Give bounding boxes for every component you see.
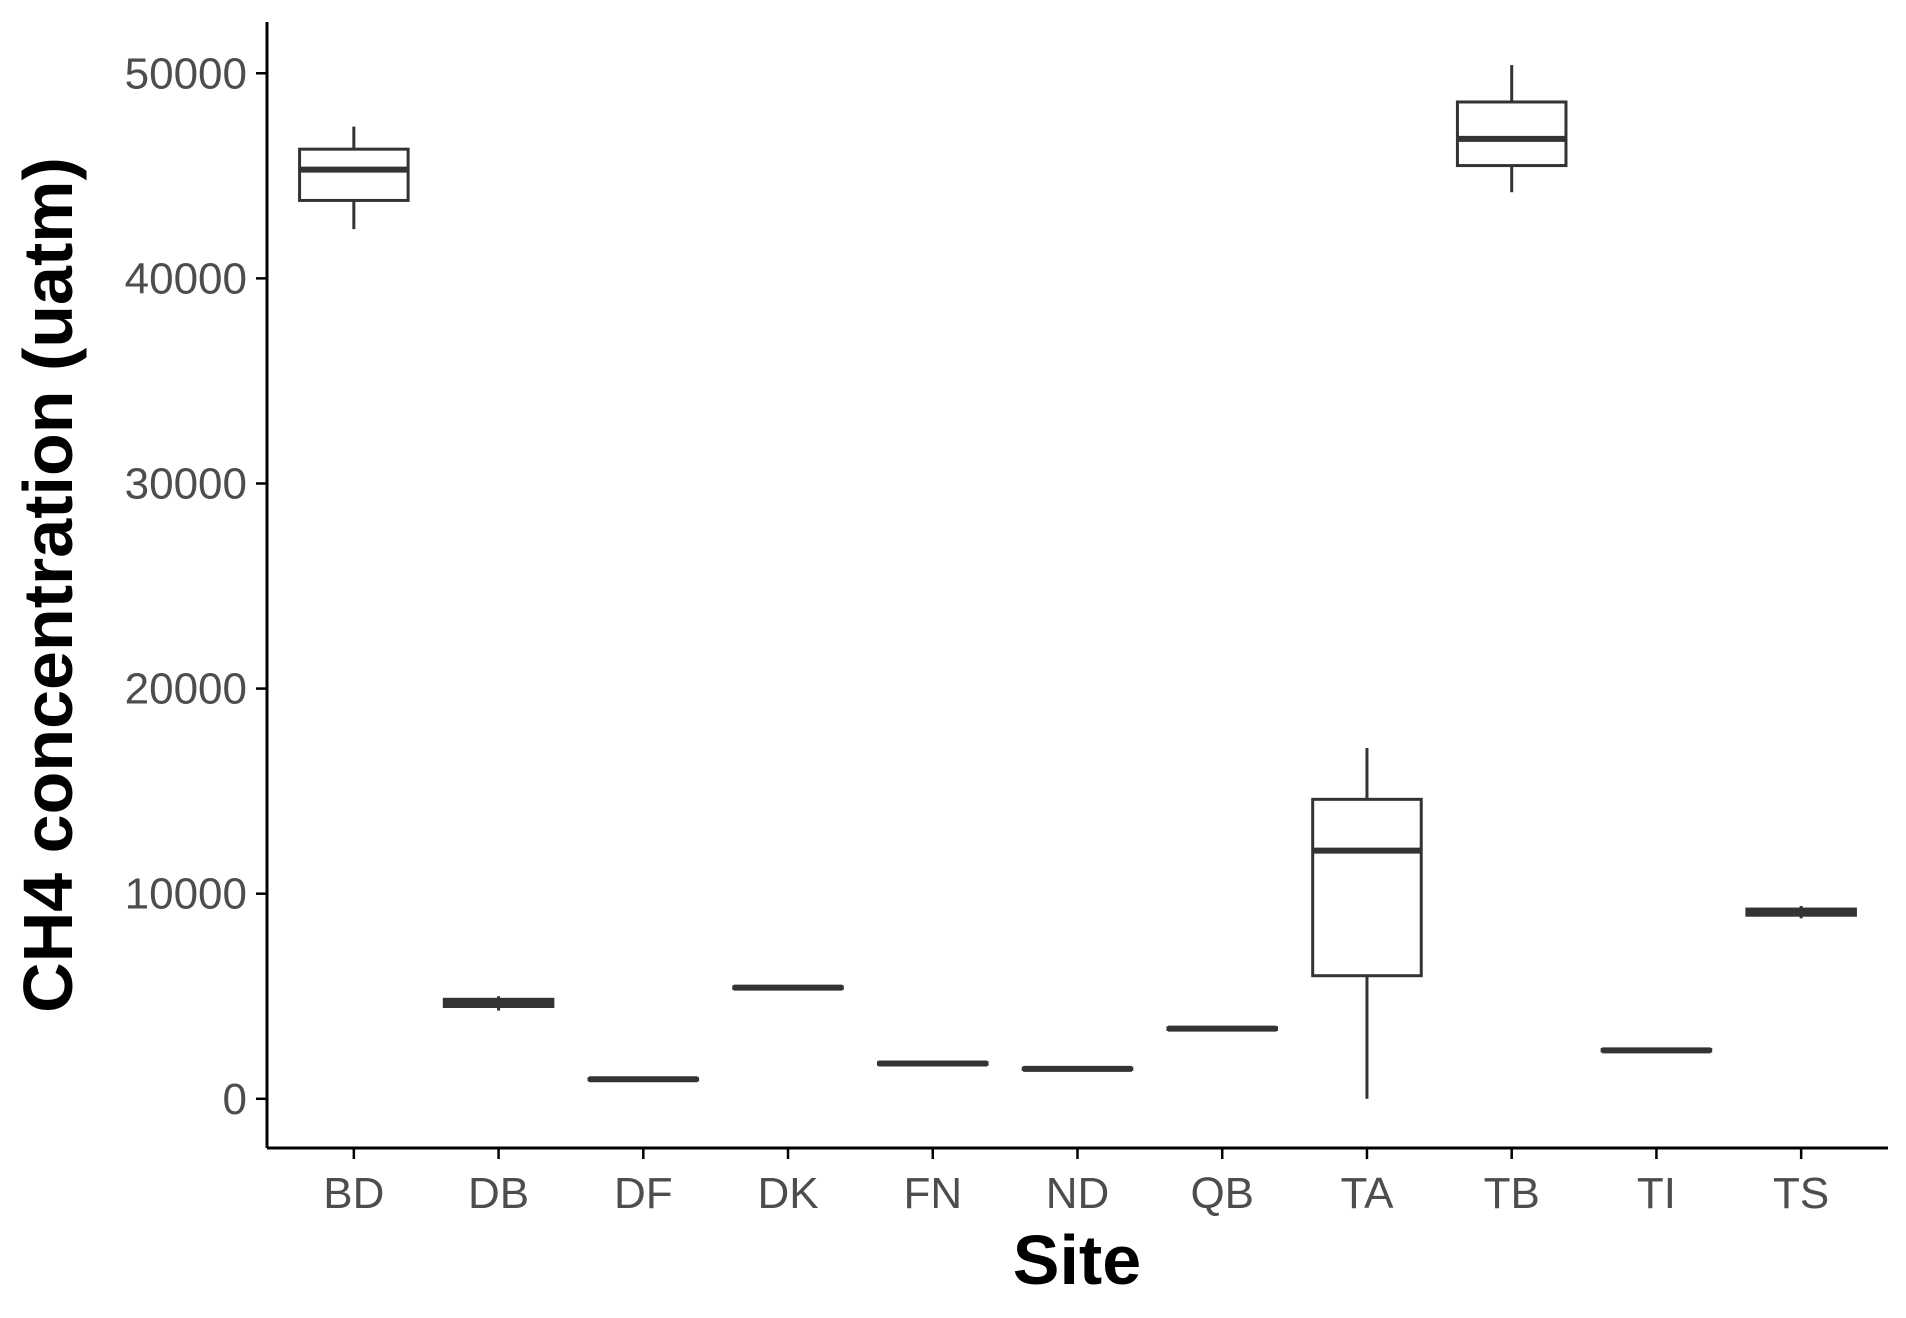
y-tick-label: 30000 [125, 459, 247, 508]
y-tick-label: 20000 [125, 665, 247, 714]
x-tick-label: BD [323, 1169, 384, 1218]
x-tick-label: TA [1340, 1169, 1394, 1218]
x-tick-label: TB [1484, 1169, 1540, 1218]
box-iqr [1311, 797, 1423, 978]
x-tick-label: FN [903, 1169, 962, 1218]
y-tick-label: 10000 [125, 870, 247, 919]
y-tick-label: 0 [223, 1075, 247, 1124]
x-tick-label: DK [757, 1169, 818, 1218]
x-tick-label: ND [1046, 1169, 1110, 1218]
y-axis-title: CH4 concentration (uatm) [9, 157, 87, 1013]
x-tick-label: TI [1637, 1169, 1676, 1218]
x-tick-label: DF [614, 1169, 673, 1218]
x-tick-label: TS [1773, 1169, 1829, 1218]
y-tick-label: 40000 [125, 254, 247, 303]
x-tick-label: QB [1190, 1169, 1254, 1218]
y-tick-label: 50000 [125, 49, 247, 98]
box-iqr [1455, 100, 1568, 168]
x-tick-label: DB [468, 1169, 529, 1218]
x-axis-title: Site [1013, 1221, 1141, 1299]
box-iqr [298, 147, 410, 202]
plot-layer: 0 10000 20000 30000 40000 50000 BD DB DF DK FN ND QB… [125, 49, 1857, 1218]
